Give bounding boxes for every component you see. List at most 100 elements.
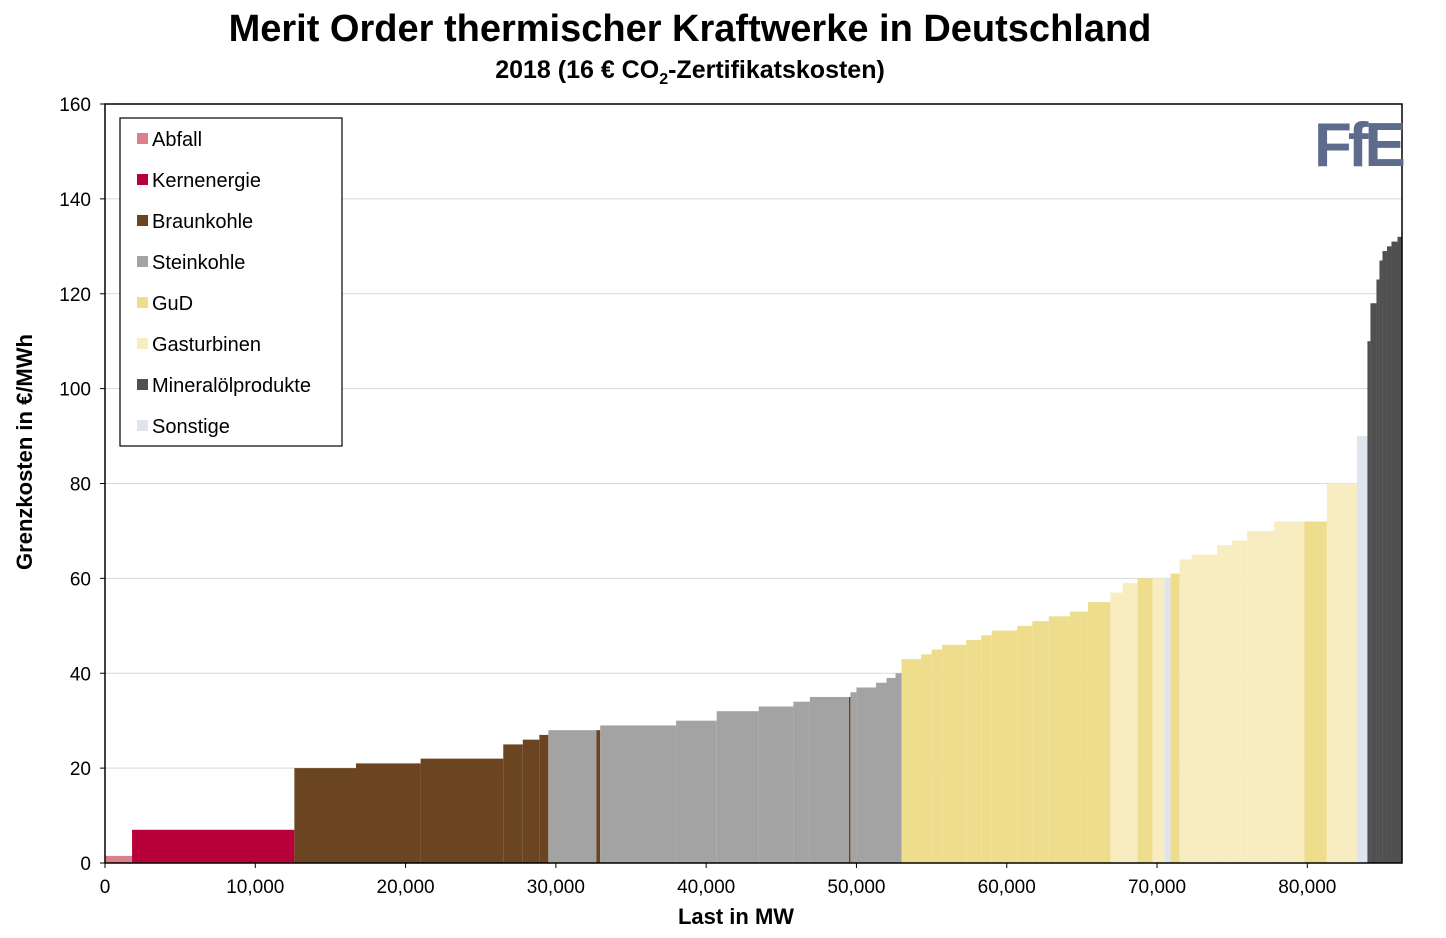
x-tick-label: 40,000 [677, 877, 735, 898]
y-tick-label: 160 [59, 95, 91, 116]
block-gud [942, 644, 967, 863]
block-steinkohle [895, 673, 902, 863]
legend: Abfall Kernenergie Braunkohle Steinkohle GuD… [119, 117, 343, 447]
y-tick-label: 120 [59, 285, 91, 306]
legend-label: Kernenergie [152, 170, 261, 192]
block-mineralölprodukte [1379, 260, 1383, 863]
block-steinkohle [758, 706, 794, 863]
legend-swatch [137, 174, 148, 185]
block-gud [921, 654, 932, 863]
block-gasturbinen [1326, 483, 1357, 863]
x-tick-label: 10,000 [226, 877, 284, 898]
block-mineralölprodukte [1370, 303, 1377, 863]
chart-title: Merit Order thermischer Kraftwerke in De… [228, 8, 1152, 50]
y-tick-label: 0 [80, 854, 91, 875]
legend-swatch [137, 133, 148, 144]
block-steinkohle [856, 687, 876, 863]
legend-swatch [137, 256, 148, 267]
block-mineralölprodukte [1397, 236, 1402, 863]
block-mineralölprodukte [1382, 251, 1387, 863]
block-sonstige [1356, 436, 1368, 863]
legend-label: Gasturbinen [152, 334, 261, 356]
block-mineralölprodukte [1367, 341, 1371, 863]
block-gud [1137, 578, 1153, 863]
block-gud [1032, 621, 1049, 863]
legend-label: Steinkohle [152, 252, 245, 274]
block-steinkohle [676, 720, 717, 863]
block-braunkohle [848, 696, 851, 863]
block-gud [966, 640, 982, 863]
block-steinkohle [548, 730, 597, 863]
x-axis-label: Last in MW [678, 904, 794, 929]
block-gasturbinen [1274, 521, 1305, 863]
y-tick-label: 60 [70, 569, 91, 590]
y-tick-label: 20 [70, 759, 91, 780]
legend-swatch [137, 297, 148, 308]
block-gud [1304, 521, 1327, 863]
legend-box [119, 117, 343, 447]
y-tick-label: 40 [70, 664, 91, 685]
subtitle-prefix: 2018 (16 € CO [495, 56, 660, 84]
legend-swatch [137, 420, 148, 431]
x-tick-label: 30,000 [527, 877, 585, 898]
x-axis-ticks: 0 10,000 20,000 30,000 40,000 50,000 60,000 70,… [100, 863, 1336, 898]
x-tick-label: 50,000 [827, 877, 885, 898]
block-abfall [105, 855, 133, 863]
legend-label: Abfall [152, 129, 202, 151]
block-steinkohle [716, 711, 759, 863]
block-steinkohle [793, 701, 810, 863]
block-sonstige [1164, 578, 1171, 863]
block-gasturbinen [1191, 554, 1218, 863]
block-kernenergie [132, 829, 295, 863]
x-tick-label: 0 [100, 877, 111, 898]
block-gud [1017, 625, 1033, 863]
x-tick-label: 70,000 [1128, 877, 1186, 898]
y-tick-label: 140 [59, 190, 91, 211]
block-gud [1048, 616, 1070, 863]
block-gud [931, 649, 943, 863]
block-mineralölprodukte [1376, 279, 1380, 863]
subtitle-subscript: 2 [659, 71, 669, 88]
block-braunkohle [522, 739, 540, 863]
block-steinkohle [850, 692, 857, 863]
legend-swatch [137, 215, 148, 226]
block-braunkohle [596, 730, 601, 863]
block-gud [981, 635, 992, 863]
block-gasturbinen [1152, 578, 1165, 863]
block-gud [1069, 611, 1088, 863]
block-steinkohle [809, 696, 849, 863]
y-axis-ticks: 0 20 40 60 80 100 120 140 160 [59, 95, 105, 875]
legend-swatch [137, 379, 148, 390]
block-gasturbinen [1217, 545, 1233, 863]
block-steinkohle [886, 677, 896, 863]
block-gasturbinen [1232, 540, 1248, 863]
y-tick-label: 100 [59, 380, 91, 401]
block-braunkohle [503, 744, 523, 863]
y-axis-label: Grenzkosten in €/MWh [12, 334, 37, 570]
legend-label: Braunkohle [152, 211, 253, 233]
merit-order-blocks [105, 236, 1402, 864]
chart-subtitle: 2018 (16 € CO2-Zertifikatskosten) [0, 56, 1380, 89]
block-mineralölprodukte [1386, 246, 1392, 863]
block-steinkohle [600, 725, 677, 863]
y-tick-label: 80 [70, 475, 91, 496]
block-gud [1087, 602, 1111, 863]
legend-label: Mineralölprodukte [152, 375, 311, 397]
legend-label: Sonstige [152, 416, 230, 438]
x-tick-label: 60,000 [978, 877, 1036, 898]
block-braunkohle [539, 734, 549, 863]
block-gud [1170, 573, 1180, 863]
block-braunkohle [355, 763, 421, 863]
x-tick-label: 20,000 [377, 877, 435, 898]
block-mineralölprodukte [1391, 241, 1398, 864]
block-gasturbinen [1110, 592, 1123, 863]
ffe-logo: FfE [1314, 111, 1404, 180]
block-gasturbinen [1122, 583, 1138, 863]
block-gud [991, 630, 1018, 863]
x-tick-label: 80,000 [1278, 877, 1336, 898]
legend-swatch [137, 338, 148, 349]
block-steinkohle [875, 682, 887, 863]
block-braunkohle [294, 768, 356, 863]
block-gud [901, 659, 922, 863]
